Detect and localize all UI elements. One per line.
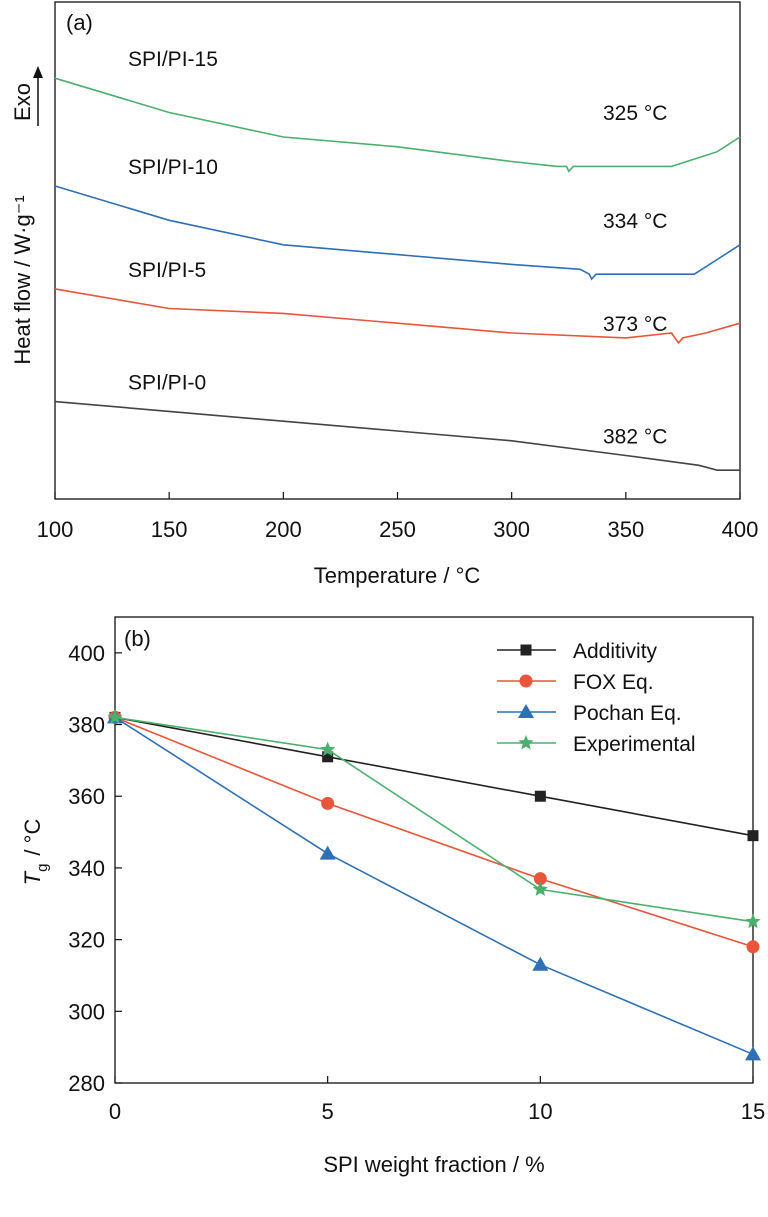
tg-label-spi-pi-5: 373 °C [603, 313, 667, 336]
x-tick-label-300: 300 [493, 517, 530, 542]
curve-label-spi-pi-0: SPI/PI-0 [128, 372, 206, 395]
b-y-tick-label-380: 380 [68, 713, 105, 738]
b-x-tick-label-5: 5 [322, 1099, 334, 1124]
x-tick-label-400: 400 [722, 517, 759, 542]
point-fox-eq-15 [746, 940, 760, 954]
legend-marker-fox-eq [519, 674, 533, 688]
legend-label-pochan-eq: Pochan Eq. [573, 702, 682, 725]
series-line-fox-eq [114, 716, 754, 948]
x-tick-label-250: 250 [379, 517, 416, 542]
panel-a-x-ticks: 100 150 200 250 300 350 400 [37, 492, 759, 542]
point-experimental-15 [745, 913, 761, 929]
b-x-tick-label-15: 15 [741, 1099, 765, 1124]
legend-marker-experimental [518, 735, 534, 750]
legend-label-additivity: Additivity [573, 640, 658, 663]
panel-b-frame [114, 616, 754, 1084]
tg-label-spi-pi-0: 382 °C [603, 426, 667, 449]
legend: Additivity FOX Eq. Pochan Eq. Experimental [497, 640, 696, 756]
curve-label-spi-pi-15: SPI/PI-15 [128, 48, 218, 71]
panel-a-label: (a) [66, 10, 93, 35]
panel-b-y-ticks: 280 300 320 340 360 380 400 [68, 641, 122, 1096]
dsc-curve-spi-pi-10 [54, 185, 741, 281]
dsc-curve-spi-pi-15 [54, 77, 741, 173]
panel-b-series [107, 709, 761, 1061]
legend-marker-pochan-eq [518, 704, 534, 718]
tg-label-spi-pi-10: 334 °C [603, 210, 667, 233]
panel-a-x-axis-label: Temperature / °C [314, 563, 481, 588]
b-y-tick-label-300: 300 [68, 999, 105, 1024]
b-y-tick-label-360: 360 [68, 784, 105, 809]
curve-label-spi-pi-5: SPI/PI-5 [128, 259, 206, 282]
b-y-tick-label-320: 320 [68, 928, 105, 953]
curve-label-spi-pi-10: SPI/PI-10 [128, 156, 218, 179]
b-x-tick-label-10: 10 [528, 1099, 552, 1124]
series-line-experimental [114, 716, 754, 923]
legend-marker-additivity [520, 644, 532, 656]
panel-b-x-ticks: 0 5 10 15 [109, 1076, 765, 1124]
b-y-tick-label-400: 400 [68, 641, 105, 666]
panel-b-x-axis-label: SPI weight fraction / % [323, 1152, 544, 1177]
point-fox-eq-5 [321, 796, 335, 810]
panel-b: (b) 0 5 10 15 280 300 320 340 360 380 400 Additiv… [20, 616, 765, 1177]
x-tick-label-200: 200 [265, 517, 302, 542]
dsc-curve-spi-pi-5 [54, 288, 741, 345]
panel-a: (a) 100 150 200 250 300 350 400 SPI/PI-15 325 °… [10, 1, 759, 588]
y-label-subscript: g [34, 864, 51, 872]
b-y-tick-label-340: 340 [68, 856, 105, 881]
b-x-tick-label-0: 0 [109, 1099, 121, 1124]
x-tick-label-100: 100 [37, 517, 74, 542]
x-tick-label-150: 150 [151, 517, 188, 542]
b-y-tick-label-280: 280 [68, 1071, 105, 1096]
panel-b-label: (b) [124, 626, 151, 651]
exo-label: Exo [10, 83, 35, 121]
point-experimental-0 [107, 709, 123, 724]
panel-a-curves: SPI/PI-15 325 °C SPI/PI-10 334 °C SPI/PI-5 37… [54, 48, 741, 471]
point-additivity-10 [534, 790, 546, 802]
dsc-curve-spi-pi-0 [54, 400, 740, 471]
legend-label-fox-eq: FOX Eq. [573, 671, 654, 694]
point-experimental-5 [320, 741, 336, 757]
series-line-pochan-eq [114, 716, 754, 1056]
exo-arrow-icon [33, 66, 43, 78]
legend-label-experimental: Experimental [573, 733, 696, 756]
point-pochan-eq-5 [319, 845, 336, 860]
point-additivity-5 [322, 751, 334, 763]
point-pochan-eq-10 [532, 956, 549, 971]
series-line-additivity [114, 716, 754, 837]
y-label-symbol: T [20, 870, 45, 885]
x-tick-label-350: 350 [607, 517, 644, 542]
tg-label-spi-pi-15: 325 °C [603, 102, 667, 125]
panel-a-frame [54, 1, 741, 500]
point-pochan-eq-15 [745, 1046, 761, 1061]
point-fox-eq-10 [533, 872, 547, 886]
y-label-unit: / °C [20, 819, 45, 856]
panel-b-y-axis-label: Tg / °C [20, 819, 51, 886]
point-experimental-10 [532, 881, 548, 896]
point-additivity-15 [747, 830, 759, 842]
panel-a-y-axis-label: Heat flow / W·g⁻¹ [10, 195, 35, 364]
